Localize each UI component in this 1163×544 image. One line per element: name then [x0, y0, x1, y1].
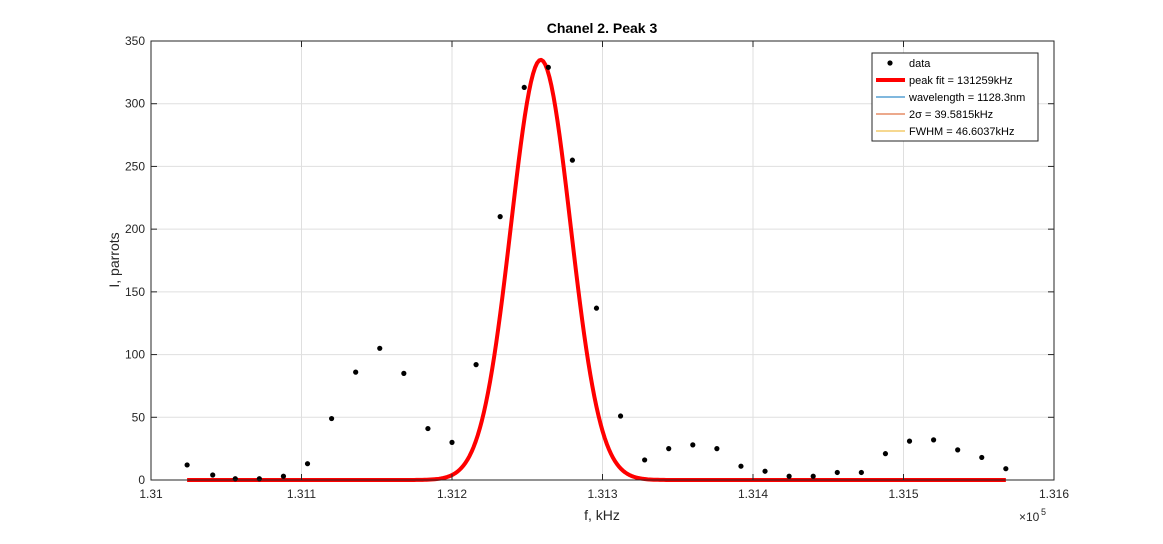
ticks [150, 40, 1055, 481]
data-point [666, 446, 672, 452]
data-point [738, 463, 744, 469]
y-tick-label: 350 [125, 34, 145, 48]
x-tick-label: 1.313 [587, 487, 617, 501]
x-tick-label: 1.314 [738, 487, 768, 501]
data-point [232, 476, 238, 482]
data-point [834, 469, 840, 476]
data-point [786, 473, 792, 479]
data-point [617, 413, 624, 419]
tick-labels: 1.31 1.311 1.312 1.313 1.314 1.315 1.316 0 50 100… [125, 34, 1069, 501]
legend-label: peak fit = 131259kHz [909, 75, 1013, 87]
data-point [353, 369, 359, 375]
chart-title: Chanel 2. Peak 3 [547, 20, 658, 36]
data-point [858, 469, 864, 476]
y-tick-label: 100 [125, 348, 145, 362]
y-tick-label: 0 [138, 473, 145, 487]
data-point [545, 64, 551, 70]
data-point [569, 157, 576, 163]
legend-marker-data [887, 60, 893, 66]
data-point [906, 438, 913, 444]
x-exponent-power: 5 [1041, 507, 1046, 517]
legend-label: 2σ = 39.5815kHz [909, 109, 993, 121]
legend-label: FWHM = 46.6037kHz [909, 126, 1014, 138]
x-tick-label: 1.31 [139, 487, 163, 501]
x-exponent: ×10 5 [1019, 507, 1046, 524]
y-tick-label: 300 [125, 97, 145, 111]
data-point [593, 305, 600, 311]
data-point [329, 415, 335, 422]
y-tick-label: 200 [125, 222, 145, 236]
data-point [304, 461, 311, 467]
data-point [1003, 466, 1009, 472]
data-point [401, 370, 407, 376]
data-point [425, 425, 431, 432]
legend-label: data [909, 58, 931, 70]
data-point [473, 362, 479, 368]
legend: data peak fit = 131259kHz wavelength = 112… [871, 52, 1039, 142]
data-point [882, 451, 889, 457]
data-point [979, 454, 985, 461]
y-tick-label: 50 [132, 410, 146, 424]
data-point [210, 472, 216, 478]
x-tick-label: 1.312 [437, 487, 467, 501]
data-point [184, 462, 190, 468]
x-tick-label: 1.311 [287, 487, 316, 501]
data-point [642, 457, 648, 463]
x-axis-label: f, kHz [584, 507, 620, 523]
data-point [280, 473, 287, 479]
data-point [931, 437, 937, 443]
legend-label: wavelength = 1128.3nm [908, 92, 1025, 104]
data-point [256, 476, 262, 482]
data-point [762, 468, 768, 474]
data-point [497, 214, 503, 220]
y-axis-label: I, parrots [106, 232, 122, 287]
y-tick-label: 250 [125, 159, 145, 173]
data-point [690, 442, 696, 448]
data-point [521, 84, 527, 91]
data-point [449, 439, 455, 445]
x-tick-label: 1.316 [1039, 487, 1069, 501]
x-tick-label: 1.315 [888, 487, 918, 501]
data-point [810, 473, 816, 479]
data-point [714, 446, 720, 452]
y-tick-label: 150 [125, 285, 145, 299]
data-point [377, 345, 383, 351]
data-layer [184, 64, 1009, 482]
x-exponent-base: ×10 [1019, 510, 1040, 524]
data-point [955, 447, 961, 453]
